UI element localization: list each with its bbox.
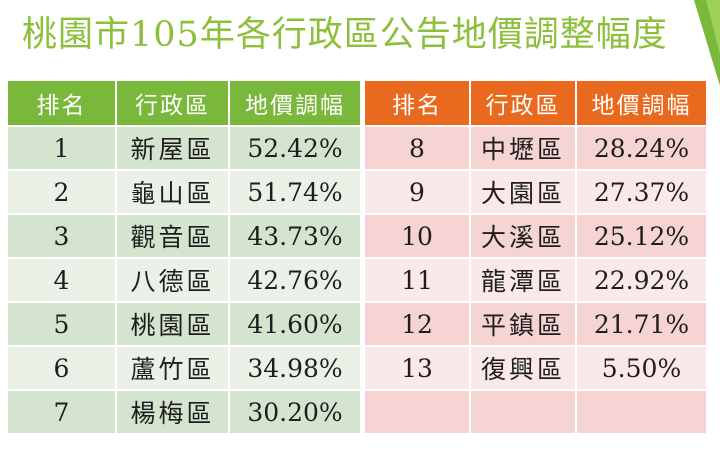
rank-cell: 10 bbox=[365, 214, 471, 259]
price-change-cell: 41.60% bbox=[229, 302, 360, 347]
district-cell: 龍潭區 bbox=[470, 258, 577, 303]
corner-decoration bbox=[694, 0, 720, 86]
table-row: 8 中壢區 28.24% bbox=[365, 126, 706, 171]
district-cell: 觀音區 bbox=[116, 214, 230, 259]
table-row: 7 楊梅區 30.20% bbox=[8, 390, 360, 435]
price-change-cell: 34.98% bbox=[229, 346, 360, 391]
rank-cell bbox=[365, 390, 471, 435]
rank-cell: 1 bbox=[8, 126, 117, 171]
rank-cell: 12 bbox=[365, 302, 471, 347]
rank-cell: 5 bbox=[8, 302, 117, 347]
rank-cell: 11 bbox=[365, 258, 471, 303]
district-cell: 平鎮區 bbox=[470, 302, 577, 347]
rank-cell: 2 bbox=[8, 170, 117, 215]
price-change-cell bbox=[576, 390, 706, 435]
rank-cell: 6 bbox=[8, 346, 117, 391]
rank-cell: 9 bbox=[365, 170, 471, 215]
district-cell: 楊梅區 bbox=[116, 390, 230, 435]
table-header-row: 排名 行政區 地價調幅 bbox=[8, 81, 360, 127]
district-cell: 八德區 bbox=[116, 258, 230, 303]
ranking-table-right: 排名 行政區 地價調幅 8 中壢區 28.24% 9 大園區 27.37% 10 大溪區 25.… bbox=[365, 81, 706, 435]
table-row: 2 龜山區 51.74% bbox=[8, 170, 360, 215]
header-district: 行政區 bbox=[470, 81, 577, 127]
rank-cell: 7 bbox=[8, 390, 117, 435]
rank-cell: 3 bbox=[8, 214, 117, 259]
ranking-table-left: 排名 行政區 地價調幅 1 新屋區 52.42% 2 龜山區 51.74% 3 觀音區 43.7… bbox=[8, 81, 360, 435]
table-row: 6 蘆竹區 34.98% bbox=[8, 346, 360, 391]
table-row: 9 大園區 27.37% bbox=[365, 170, 706, 215]
district-cell: 大園區 bbox=[470, 170, 577, 215]
table-row: 1 新屋區 52.42% bbox=[8, 126, 360, 171]
table-row: 11 龍潭區 22.92% bbox=[365, 258, 706, 303]
price-change-cell: 5.50% bbox=[576, 346, 706, 391]
price-change-cell: 30.20% bbox=[229, 390, 360, 435]
price-change-cell: 27.37% bbox=[576, 170, 706, 215]
table-row: 12 平鎮區 21.71% bbox=[365, 302, 706, 347]
price-change-cell: 25.12% bbox=[576, 214, 706, 259]
price-change-cell: 51.74% bbox=[229, 170, 360, 215]
district-cell: 龜山區 bbox=[116, 170, 230, 215]
header-rank: 排名 bbox=[8, 81, 117, 127]
table-row: 3 觀音區 43.73% bbox=[8, 214, 360, 259]
header-rank: 排名 bbox=[365, 81, 471, 127]
table-row: 10 大溪區 25.12% bbox=[365, 214, 706, 259]
header-price-change: 地價調幅 bbox=[576, 81, 706, 127]
header-district: 行政區 bbox=[116, 81, 230, 127]
district-cell: 大溪區 bbox=[470, 214, 577, 259]
district-cell: 復興區 bbox=[470, 346, 577, 391]
table-row bbox=[365, 390, 706, 435]
price-change-cell: 42.76% bbox=[229, 258, 360, 303]
rank-cell: 8 bbox=[365, 126, 471, 171]
district-cell: 中壢區 bbox=[470, 126, 577, 171]
price-change-cell: 43.73% bbox=[229, 214, 360, 259]
table-row: 5 桃園區 41.60% bbox=[8, 302, 360, 347]
price-change-cell: 22.92% bbox=[576, 258, 706, 303]
price-change-cell: 21.71% bbox=[576, 302, 706, 347]
table-row: 13 復興區 5.50% bbox=[365, 346, 706, 391]
rank-cell: 13 bbox=[365, 346, 471, 391]
district-cell: 新屋區 bbox=[116, 126, 230, 171]
rank-cell: 4 bbox=[8, 258, 117, 303]
district-cell: 桃園區 bbox=[116, 302, 230, 347]
district-cell bbox=[470, 390, 577, 435]
price-change-cell: 52.42% bbox=[229, 126, 360, 171]
district-cell: 蘆竹區 bbox=[116, 346, 230, 391]
header-price-change: 地價調幅 bbox=[229, 81, 360, 127]
price-change-cell: 28.24% bbox=[576, 126, 706, 171]
table-row: 4 八德區 42.76% bbox=[8, 258, 360, 303]
table-header-row: 排名 行政區 地價調幅 bbox=[365, 81, 706, 127]
page-title: 桃園市105年各行政區公告地價調整幅度 bbox=[22, 15, 668, 55]
